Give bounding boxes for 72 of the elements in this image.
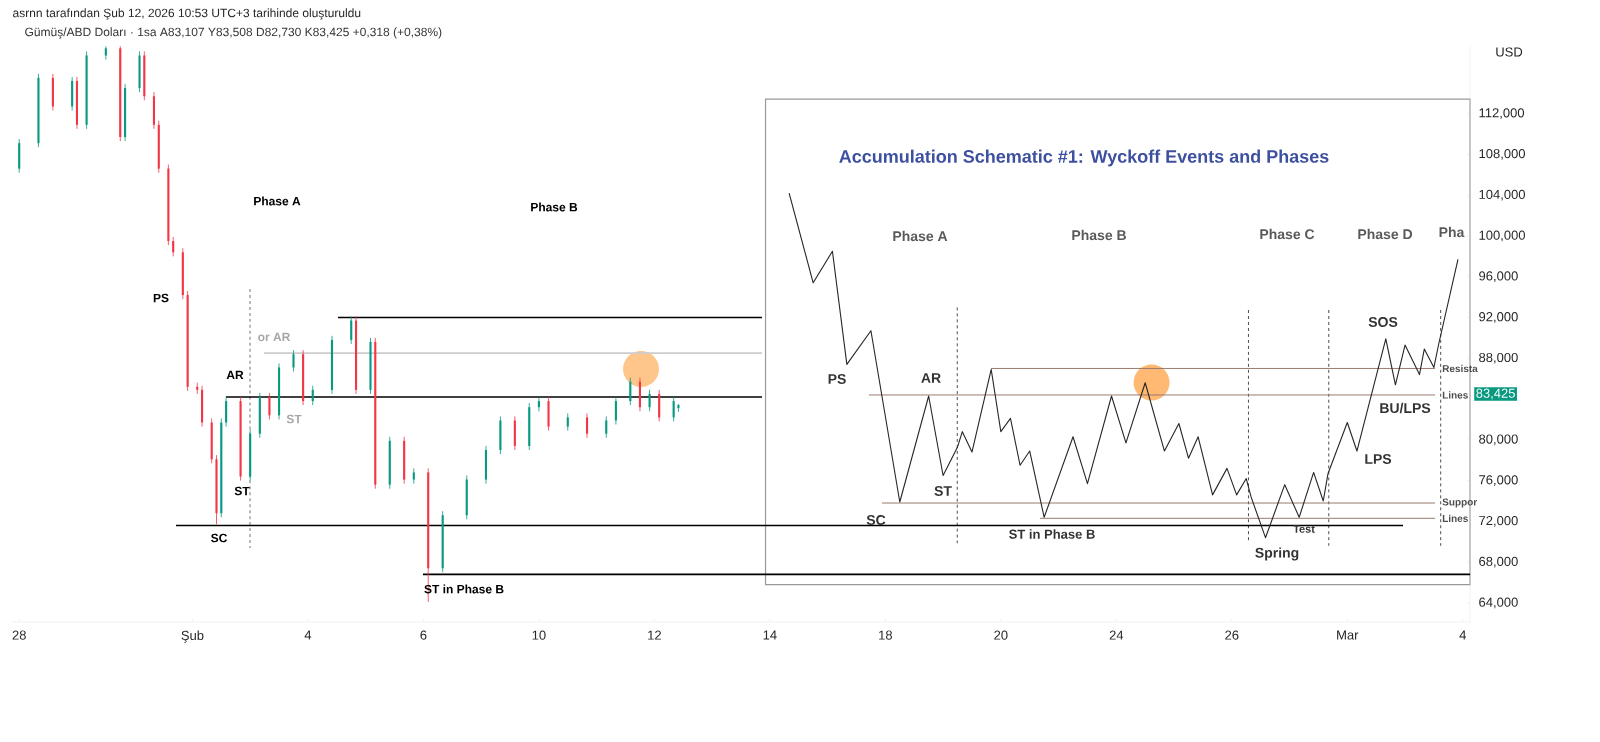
annotation: LPS [1365,454,1392,464]
annotation: ST in Phase B [424,584,504,594]
x-tick-label: 4 [304,630,312,640]
annotation: BU/LPS [1380,402,1431,414]
ref-line-label: Lines [1442,514,1468,522]
candlestick [350,316,353,345]
annotation: AR [921,373,941,383]
x-tick-label: 20 [994,630,1008,640]
candlestick [672,396,675,422]
candlestick [658,389,661,422]
annotation: Test [1293,525,1315,533]
annotation: Spring [1255,547,1299,561]
chart-subtitle: Gümüş/ABD Doları · 1sa A83,107 Y83,508 D82,730 K83,425 +0,318 (+0,38%) [25,27,442,39]
ref-line-label: Suppor [1442,498,1478,508]
y-tick-label: 92,000 [1479,312,1518,323]
y-axis-title: USD [1496,47,1523,57]
x-tick-label: 10 [532,630,546,640]
x-tick-label: Şub [181,630,204,643]
y-tick-label: 64,000 [1479,597,1518,609]
annotation: Phase D [1358,228,1413,240]
candlestick [292,349,295,372]
y-tick-label: 76,000 [1479,475,1518,486]
y-tick-label: 104,000 [1479,189,1526,201]
annotation: Phase B [531,202,578,212]
y-tick-label: 112,000 [1479,108,1525,119]
annotation: SC [211,533,228,543]
annotation: Accumulation Schematic #1: Wyckoff Events and Phases [839,149,1329,167]
x-tick-label: 6 [420,630,427,640]
chart-title: asrnn tarafından Şub 12, 2026 10:53 UTC+3 tarihinde oluşturuldu [13,8,361,20]
annotation: PS [153,293,169,303]
x-tick-label: 18 [879,630,893,640]
candlestick [172,236,175,257]
candlestick [648,389,651,412]
x-tick-label: 4 [1459,630,1467,640]
annotation: Pha [1439,226,1465,238]
candlestick [585,412,589,439]
y-tick-label: 68,000 [1479,556,1518,568]
y-tick-label: 96,000 [1479,271,1518,283]
annotation: Phase A [893,230,948,242]
annotation: Phase B [1072,229,1126,241]
x-tick-label: 28 [12,630,26,640]
annotation: SOS [1368,317,1398,327]
annotation: ST [286,414,302,424]
x-tick-label: 24 [1109,630,1124,640]
candlestick [614,396,617,425]
y-tick-label: 100,000 [1479,230,1526,242]
candlestick [605,415,608,439]
annotation: ST [234,486,250,496]
candlestick [311,385,314,406]
annotation: SC [866,515,886,525]
candlestick [537,396,540,412]
text: 83,425 [1476,388,1515,400]
candlestick [268,392,271,420]
annotation: ST [934,486,952,496]
candlestick [629,377,632,406]
annotation: Phase C [1260,228,1315,240]
y-tick-label: 80,000 [1479,434,1518,446]
annotation: or AR [258,332,291,342]
annotation: PS [828,374,846,384]
y-tick-label: 88,000 [1479,352,1518,364]
x-tick-label: 12 [648,630,661,640]
x-tick-label: 14 [763,630,777,640]
y-tick-label: 108,000 [1479,148,1526,160]
candlestick [225,396,228,427]
annotation: Phase A [254,196,301,206]
ref-line-label: Lines [1442,391,1468,399]
y-tick-label: 72,000 [1479,516,1518,527]
annotation: AR [226,370,244,380]
x-tick-label: 26 [1225,630,1239,640]
x-tick-label: Mar [1337,630,1359,640]
annotation: ST in Phase B [1009,529,1095,539]
ref-line-label: Resista [1442,364,1478,373]
